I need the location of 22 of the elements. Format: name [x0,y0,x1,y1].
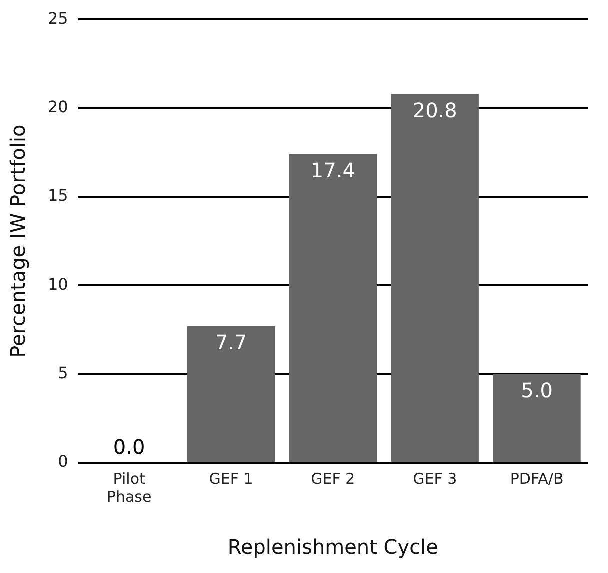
data-label: 0.0 [113,435,146,460]
x-tick-label: GEF 3 [413,470,458,488]
data-label: 17.4 [310,158,356,183]
x-tick-label: Pilot Phase [106,470,152,506]
y-tick-label: 10 [48,274,68,294]
x-tick-label: PDFA/B [510,470,564,488]
y-tick-label: 0 [58,452,68,472]
data-label: 7.7 [215,330,248,355]
y-axis-title: Percentage IW Portfolio [6,124,30,358]
bar [493,374,581,462]
data-label: 20.8 [412,98,458,122]
y-tick-label: 15 [48,186,68,206]
y-tick-label: 25 [48,8,68,28]
x-tick-label: GEF 1 [209,470,254,488]
bar [289,154,378,462]
y-tick-label: 20 [48,97,68,116]
data-label: 5.0 [521,378,553,403]
x-tick-label: GEF 2 [311,470,356,488]
x-axis-title: Replenishment Cycle [228,535,438,560]
bar [187,326,276,462]
y-tick-label: 5 [58,363,68,382]
bar [391,94,479,462]
